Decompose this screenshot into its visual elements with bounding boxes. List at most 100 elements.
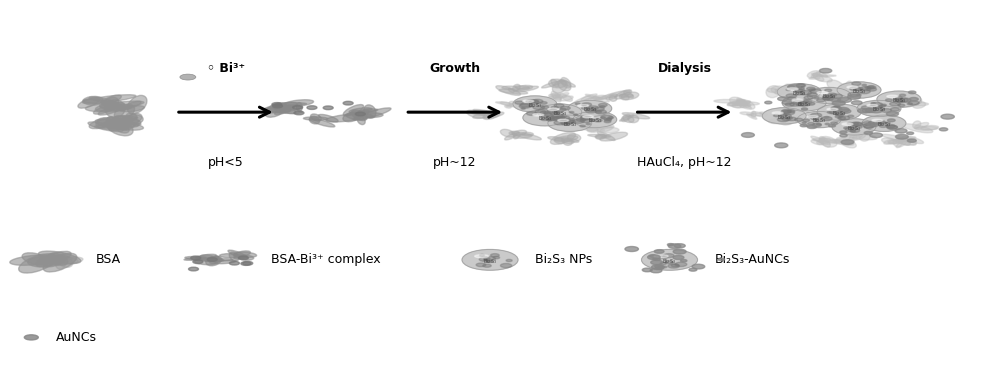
Text: HAuCl₄, pH~12: HAuCl₄, pH~12 [637,157,732,170]
Ellipse shape [220,254,240,258]
Circle shape [849,127,855,129]
Circle shape [878,108,885,110]
Ellipse shape [735,102,759,105]
Circle shape [656,266,663,269]
Circle shape [547,109,557,113]
Ellipse shape [872,119,883,122]
Ellipse shape [811,140,824,145]
Circle shape [886,125,895,128]
Circle shape [243,262,253,265]
Ellipse shape [103,120,133,127]
Ellipse shape [101,100,124,109]
Circle shape [808,115,816,118]
Ellipse shape [111,119,124,125]
Text: $\mathregular{Bi_2S_3}$: $\mathregular{Bi_2S_3}$ [528,101,542,110]
Circle shape [660,262,666,264]
Circle shape [817,99,825,102]
Circle shape [542,113,553,118]
Ellipse shape [109,122,128,129]
Circle shape [840,134,847,137]
Circle shape [808,93,817,96]
Ellipse shape [115,124,143,130]
Circle shape [881,105,886,107]
Circle shape [887,125,897,129]
Circle shape [854,123,859,125]
Ellipse shape [205,256,219,261]
Circle shape [795,89,803,92]
Circle shape [462,250,518,270]
Circle shape [562,122,570,125]
Circle shape [581,116,590,119]
Ellipse shape [111,116,127,124]
Circle shape [526,100,535,103]
Circle shape [741,132,754,137]
Ellipse shape [273,105,290,112]
Circle shape [529,100,539,105]
Circle shape [599,103,607,107]
Ellipse shape [827,108,838,110]
Text: $\mathregular{Bi_2S_3}$: $\mathregular{Bi_2S_3}$ [583,105,597,114]
Circle shape [871,102,875,104]
Ellipse shape [115,116,132,122]
Ellipse shape [265,103,287,117]
Circle shape [307,106,317,109]
Circle shape [800,90,812,95]
Ellipse shape [89,97,114,103]
Circle shape [811,113,822,117]
Ellipse shape [263,103,297,112]
Circle shape [483,264,491,267]
Circle shape [822,96,831,100]
Ellipse shape [785,84,800,90]
Ellipse shape [905,97,921,104]
Text: Bi₂S₃ NPs: Bi₂S₃ NPs [535,253,592,266]
Circle shape [823,96,834,100]
Circle shape [655,265,663,268]
Circle shape [515,101,524,104]
Ellipse shape [558,80,571,91]
Circle shape [668,264,679,268]
Ellipse shape [343,112,361,122]
Ellipse shape [296,103,302,111]
Ellipse shape [730,97,745,106]
Circle shape [941,114,954,119]
Ellipse shape [515,104,525,107]
Ellipse shape [275,103,281,108]
Circle shape [594,119,602,122]
Ellipse shape [819,137,830,147]
Circle shape [810,89,821,93]
Circle shape [582,103,592,106]
Ellipse shape [714,99,744,103]
Ellipse shape [583,115,594,118]
Ellipse shape [914,122,929,129]
Text: $\mathregular{Bi_2S_3}$: $\mathregular{Bi_2S_3}$ [892,96,906,105]
Circle shape [582,104,586,106]
Ellipse shape [560,81,575,87]
Ellipse shape [359,109,378,112]
Circle shape [831,107,840,110]
Circle shape [595,110,606,114]
Circle shape [765,101,772,104]
Ellipse shape [273,104,296,113]
Circle shape [594,107,604,111]
Ellipse shape [792,99,803,101]
Circle shape [814,97,819,99]
Ellipse shape [622,113,650,119]
Circle shape [827,96,833,98]
Ellipse shape [747,114,757,119]
Ellipse shape [740,101,750,108]
Circle shape [830,110,840,114]
Circle shape [793,101,803,105]
Ellipse shape [816,75,836,77]
Circle shape [207,258,217,262]
Ellipse shape [897,138,910,145]
Ellipse shape [123,115,143,125]
Ellipse shape [513,102,529,104]
Circle shape [888,119,895,122]
Ellipse shape [28,256,63,267]
Circle shape [787,97,796,100]
Ellipse shape [841,140,856,148]
Ellipse shape [40,256,78,264]
Circle shape [547,119,552,121]
Ellipse shape [619,115,634,121]
Circle shape [653,258,657,260]
